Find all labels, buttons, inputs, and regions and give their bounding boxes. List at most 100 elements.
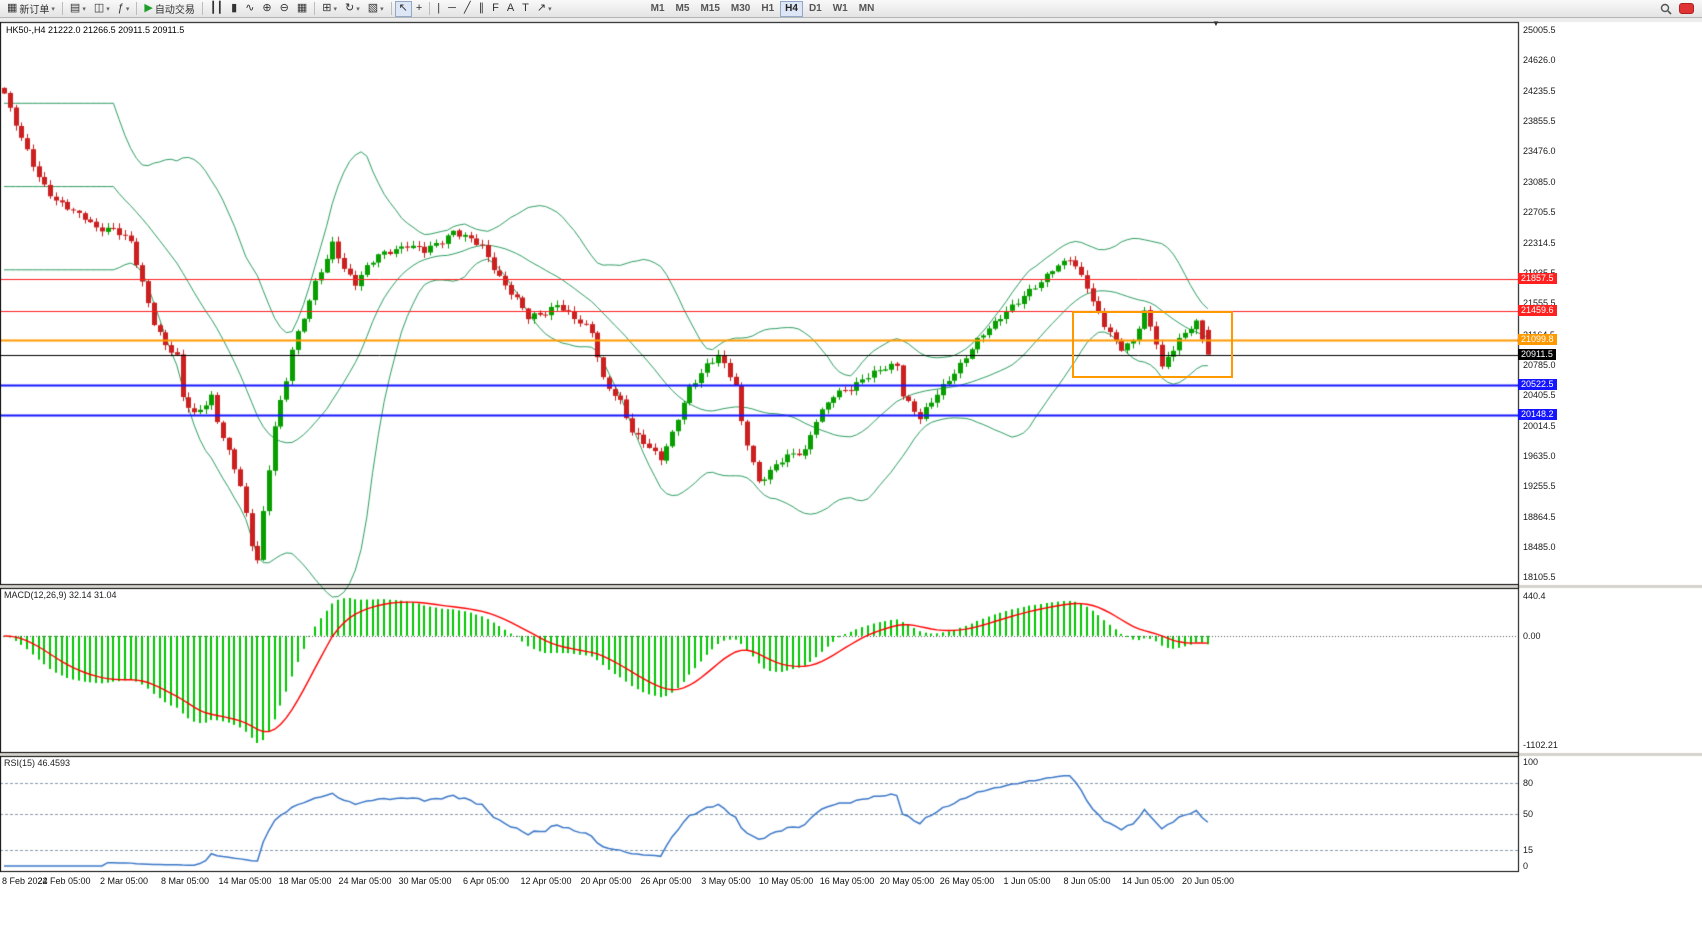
price-axis-label: 23855.5	[1523, 116, 1556, 126]
search-icon[interactable]	[1660, 3, 1672, 15]
autotrading-button[interactable]: ▶ 自动交易	[140, 1, 198, 17]
time-axis-label: 6 Apr 05:00	[462, 876, 510, 886]
cycles-button[interactable]: ↻ ▾	[341, 1, 364, 17]
crosshair-button[interactable]: +	[412, 1, 426, 17]
arrows-icon: ↗	[536, 2, 547, 14]
consolidation-box[interactable]	[1072, 311, 1233, 378]
price-axis-label: 24626.0	[1523, 55, 1556, 65]
timeframe-toolbar: M1 M5 M15 M30 H1 H4 D1 W1 MN	[646, 0, 880, 17]
cycles-icon: ↻	[344, 2, 355, 14]
equidistant-channel-button[interactable]: ∥	[475, 1, 489, 17]
autotrading-icon: ▶	[144, 2, 153, 14]
fibonacci-button[interactable]: F	[488, 1, 503, 17]
rsi-axis-label: 50	[1523, 809, 1534, 819]
time-axis-label: 16 May 05:00	[819, 876, 875, 886]
price-axis-label: 20014.5	[1523, 421, 1556, 431]
templates-icon: ▧	[367, 2, 379, 14]
time-axis-label: 26 Apr 05:00	[640, 876, 692, 886]
price-axis-label: 20405.5	[1523, 390, 1556, 400]
time-axis-label: 8 Mar 05:00	[160, 876, 210, 886]
price-axis-label: 25005.5	[1523, 25, 1556, 35]
label-button[interactable]: T	[518, 1, 533, 17]
time-axis-label: 24 Feb 05:00	[37, 876, 91, 886]
new-chart-button[interactable]: ⊞ ▾	[318, 1, 341, 17]
timeframe-m15[interactable]: M15	[695, 1, 724, 17]
time-axis-label: 8 Jun 05:00	[1063, 876, 1111, 886]
timeframe-mn[interactable]: MN	[854, 1, 880, 17]
profiles-button[interactable]: ◫ ▾	[90, 1, 114, 17]
bar-chart-button[interactable]: ┃┃	[206, 1, 227, 17]
price-axis-label: 19635.0	[1523, 451, 1556, 461]
price-level-badge: 21099.8	[1518, 334, 1557, 345]
time-axis-label: 18 Mar 05:00	[278, 876, 332, 886]
dropdown-arrow-icon: ▾	[333, 5, 337, 13]
time-axis-label: 20 Apr 05:00	[580, 876, 632, 886]
templates-button[interactable]: ▧ ▾	[364, 1, 388, 17]
vertical-line-button[interactable]: |	[433, 1, 444, 17]
rsi-axis-label: 0	[1523, 861, 1529, 871]
indicators-button[interactable]: ƒ ▾	[114, 1, 134, 17]
trendline-icon: ╱	[463, 2, 471, 14]
new-order-label: 新订单	[19, 5, 50, 16]
timeframe-h4[interactable]: H4	[780, 0, 803, 17]
timeframe-w1[interactable]: W1	[828, 1, 853, 17]
toolbar-separator	[429, 2, 431, 15]
macd-indicator-label: MACD(12,26,9) 32.14 31.04	[4, 590, 117, 600]
dropdown-arrow-icon: ▾	[106, 5, 110, 13]
line-chart-icon: ∿	[245, 2, 255, 14]
toolbar-separator	[314, 2, 316, 15]
text-icon: A	[506, 2, 515, 14]
dropdown-arrow-icon: ▾	[380, 5, 384, 13]
timeframe-m30[interactable]: M30	[726, 1, 755, 17]
timeframe-d1[interactable]: D1	[804, 1, 827, 17]
time-axis-label: 26 May 05:00	[939, 876, 995, 886]
horizontal-line-icon: ─	[448, 2, 456, 14]
rsi-axis-label: 80	[1523, 778, 1534, 788]
timeframe-m5[interactable]: M5	[671, 1, 695, 17]
time-axis-label: 8 Feb 2022	[2, 876, 48, 886]
rsi-axis-label: 15	[1523, 845, 1534, 855]
time-axis-label: 10 May 05:00	[758, 876, 814, 886]
line-chart-button[interactable]: ∿	[241, 1, 258, 17]
price-axis-label: 18105.5	[1523, 572, 1556, 582]
time-axis-label: 30 Mar 05:00	[398, 876, 452, 886]
text-button[interactable]: A	[503, 1, 518, 17]
price-level-badge: 21857.5	[1518, 273, 1557, 284]
cursor-icon: ↖	[398, 2, 408, 14]
time-axis-label: 20 Jun 05:00	[1181, 876, 1235, 886]
trendline-button[interactable]: ╱	[460, 1, 475, 17]
cursor-button[interactable]: ↖	[394, 0, 412, 17]
main-toolbar: ▦ 新订单 ▾ ▤ ▾ ◫ ▾ ƒ ▾ ▶ 自动交易 ┃┃ ▮ ∿ ⊕ ⊖ ▦ ⊞ ▾ ↻ ▾ ▧ ▾ ↖ + | ─ ╱ ∥ F A T ↗ ▾…	[0, 0, 1702, 18]
time-axis-label: 1 Jun 05:00	[1003, 876, 1051, 886]
profiles-icon: ◫	[93, 2, 105, 14]
notification-badge[interactable]	[1679, 3, 1694, 14]
price-axis-label: 22314.5	[1523, 238, 1556, 248]
price-axis-label: 19255.5	[1523, 481, 1556, 491]
horizontal-line-button[interactable]: ─	[444, 1, 460, 17]
new-order-button[interactable]: ▦ 新订单 ▾	[3, 1, 59, 17]
price-axis-label: 18864.5	[1523, 512, 1556, 522]
dropdown-arrow-icon: ▾	[548, 5, 552, 13]
zoom-out-button[interactable]: ⊖	[276, 1, 293, 17]
timeframe-h1[interactable]: H1	[756, 1, 779, 17]
toolbar-separator	[61, 2, 63, 15]
rsi-indicator-label: RSI(15) 46.4593	[4, 758, 71, 768]
vertical-line-icon: |	[437, 2, 441, 14]
time-axis-label: 2 Mar 05:00	[99, 876, 149, 886]
dropdown-arrow-icon: ▾	[82, 5, 86, 13]
tile-windows-button[interactable]: ▦	[293, 1, 311, 17]
arrows-button[interactable]: ↗ ▾	[533, 1, 556, 17]
time-axis-label: 3 May 05:00	[701, 876, 751, 886]
candlestick-chart-button[interactable]: ▮	[227, 1, 241, 17]
timeframe-m1[interactable]: M1	[646, 1, 670, 17]
dropdown-arrow-icon: ▾	[356, 5, 360, 13]
time-axis-label: 20 May 05:00	[879, 876, 935, 886]
crosshair-icon: +	[415, 2, 423, 14]
charts-button[interactable]: ▤ ▾	[66, 1, 90, 17]
zoom-in-button[interactable]: ⊕	[258, 1, 275, 17]
indicators-icon: ƒ	[117, 2, 124, 14]
chart-shift-marker[interactable]: ▼	[1212, 19, 1220, 28]
rsi-axis-label: 100	[1523, 757, 1539, 767]
